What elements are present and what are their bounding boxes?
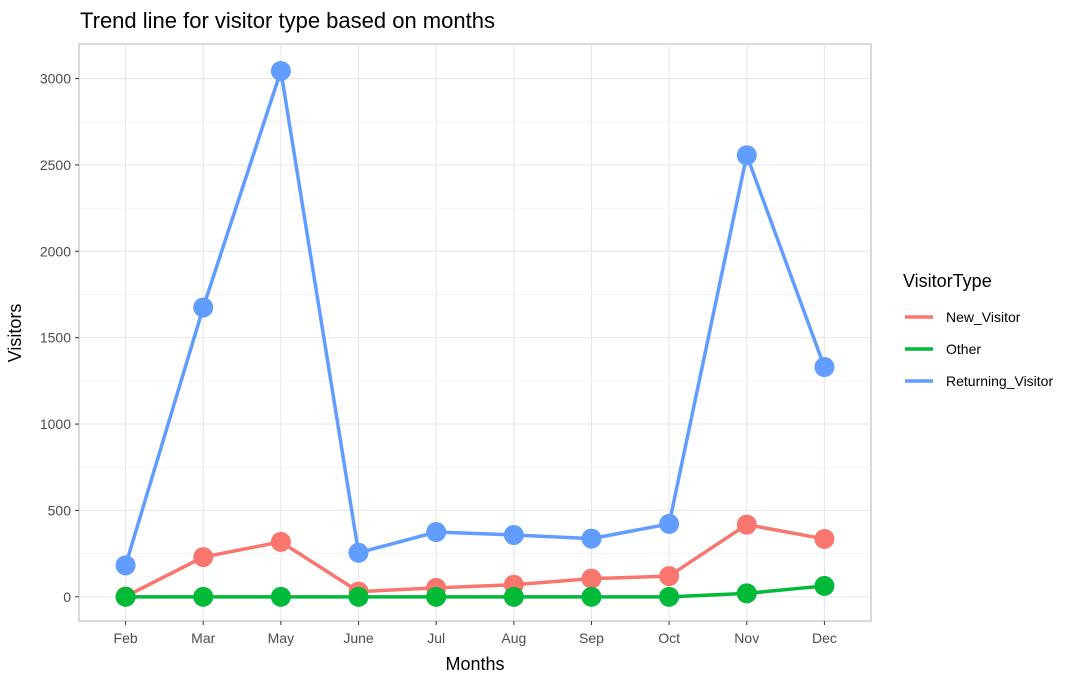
data-point-new-visitor	[659, 566, 680, 587]
y-tick-label: 0	[63, 589, 71, 605]
x-tick-label: Nov	[734, 630, 759, 646]
x-tick-label: June	[343, 630, 374, 646]
x-tick-label: Jul	[427, 630, 445, 646]
data-point-other	[814, 575, 835, 596]
legend: VisitorType New_Visitor Other Returning_Vi…	[903, 271, 1053, 389]
data-point-returning-visitor	[115, 555, 136, 576]
data-point-other	[503, 586, 524, 607]
data-point-other	[193, 586, 214, 607]
x-axis-title: Months	[445, 654, 504, 674]
data-point-new-visitor	[736, 514, 757, 535]
y-tick-label: 500	[48, 502, 72, 518]
x-tick-label: Sep	[579, 630, 604, 646]
x-tick-label: Dec	[812, 630, 837, 646]
series-line-new-visitor	[123, 522, 827, 599]
data-point-returning-visitor	[736, 145, 757, 166]
data-point-returning-visitor	[659, 513, 680, 534]
data-point-other	[348, 586, 369, 607]
data-point-other	[581, 586, 602, 607]
x-tick-label: Mar	[191, 630, 215, 646]
y-tick-label: 1500	[40, 330, 71, 346]
data-point-new-visitor	[814, 528, 835, 549]
data-point-other	[736, 583, 757, 604]
y-axis-title: Visitors	[5, 304, 25, 363]
y-tick-label: 2500	[40, 157, 71, 173]
data-point-other	[426, 586, 447, 607]
legend-label-returning-visitor: Returning_Visitor	[946, 373, 1053, 389]
data-point-other	[270, 586, 291, 607]
y-tick-label: 3000	[40, 71, 71, 87]
data-point-returning-visitor	[814, 357, 835, 378]
y-tick-label: 1000	[40, 416, 71, 432]
plot-border	[78, 43, 872, 622]
plot-area: 0 500 1000 1500 2000 2500 3000 Feb Mar May June Jul…	[40, 43, 872, 646]
data-point-new-visitor	[581, 568, 602, 589]
y-tick-label: 2000	[40, 243, 71, 259]
data-point-new-visitor	[270, 531, 291, 552]
data-point-other	[115, 586, 136, 607]
data-point-returning-visitor	[270, 60, 291, 81]
chart-title: Trend line for visitor type based on mon…	[80, 8, 495, 33]
x-tick-label: Oct	[658, 630, 680, 646]
x-tick-label: Aug	[501, 630, 526, 646]
data-point-returning-visitor	[426, 522, 447, 543]
data-point-other	[659, 586, 680, 607]
data-point-new-visitor	[193, 547, 214, 568]
series-line-other	[123, 584, 827, 599]
legend-label-other: Other	[946, 341, 981, 357]
data-point-returning-visitor	[348, 542, 369, 563]
data-point-returning-visitor	[193, 297, 214, 318]
data-point-returning-visitor	[503, 524, 524, 545]
legend-label-new-visitor: New_Visitor	[946, 309, 1021, 325]
x-tick-label: May	[268, 630, 294, 646]
series-line-returning-visitor	[123, 69, 827, 568]
legend-title: VisitorType	[903, 271, 992, 291]
x-tick-label: Feb	[114, 630, 138, 646]
data-point-returning-visitor	[581, 528, 602, 549]
